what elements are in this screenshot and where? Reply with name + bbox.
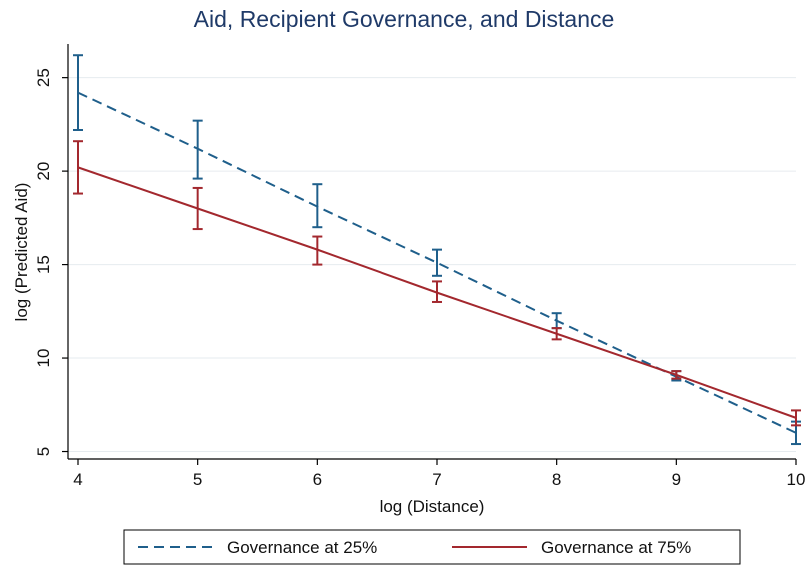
- y-tick-label: 5: [34, 447, 53, 456]
- grid: [68, 77, 796, 453]
- series-line-governance-75: [77, 166, 797, 419]
- chart-title: Aid, Recipient Governance, and Distance: [194, 6, 615, 32]
- x-tick-label: 5: [193, 470, 202, 489]
- legend-box: [123, 529, 741, 565]
- legend-label-governance-75: Governance at 75%: [541, 538, 691, 557]
- y-axis-label: log (Predicted Aid): [12, 183, 31, 322]
- x-tick-label: 7: [432, 470, 441, 489]
- x-tick-label: 8: [552, 470, 561, 489]
- x-tick-label: 10: [787, 470, 806, 489]
- legend: Governance at 25% Governance at 75%: [123, 529, 741, 565]
- y-tick-label: 25: [34, 68, 53, 87]
- x-axis-label: log (Distance): [380, 497, 485, 516]
- y-tick-label: 20: [34, 162, 53, 181]
- ticks: 5 10 15 20 25 4 5 6 7 8 9 10: [34, 68, 805, 489]
- y-tick-label: 15: [34, 255, 53, 274]
- x-tick-label: 4: [73, 470, 82, 489]
- x-tick-label: 6: [313, 470, 322, 489]
- legend-label-governance-25: Governance at 25%: [227, 538, 377, 557]
- x-tick-label: 9: [672, 470, 681, 489]
- series-governance-75: [73, 140, 801, 427]
- axes: [67, 44, 796, 460]
- series: [73, 54, 801, 446]
- y-tick-label: 10: [34, 349, 53, 368]
